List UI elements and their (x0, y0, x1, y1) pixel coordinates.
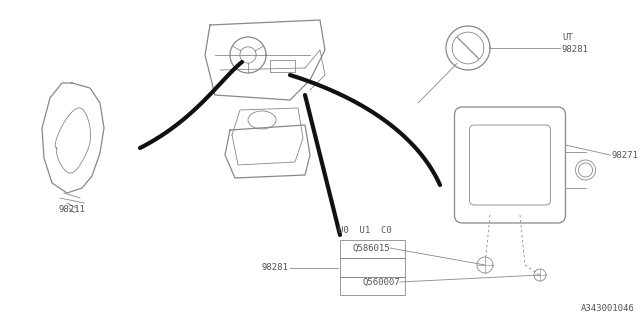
Text: A343001046: A343001046 (581, 304, 635, 313)
Bar (270, 60, 295, 72)
Text: 98281: 98281 (261, 263, 288, 272)
Text: 98281: 98281 (562, 45, 589, 54)
Text: UT: UT (562, 34, 573, 43)
Text: 98271: 98271 (612, 150, 639, 159)
Text: Q586015: Q586015 (353, 244, 390, 252)
Bar (340, 258, 405, 277)
Text: 98211: 98211 (59, 205, 85, 214)
Bar (340, 240, 405, 258)
Text: Q560007: Q560007 (362, 277, 400, 286)
Text: U0  U1  C0: U0 U1 C0 (338, 226, 392, 235)
Bar (340, 277, 405, 295)
